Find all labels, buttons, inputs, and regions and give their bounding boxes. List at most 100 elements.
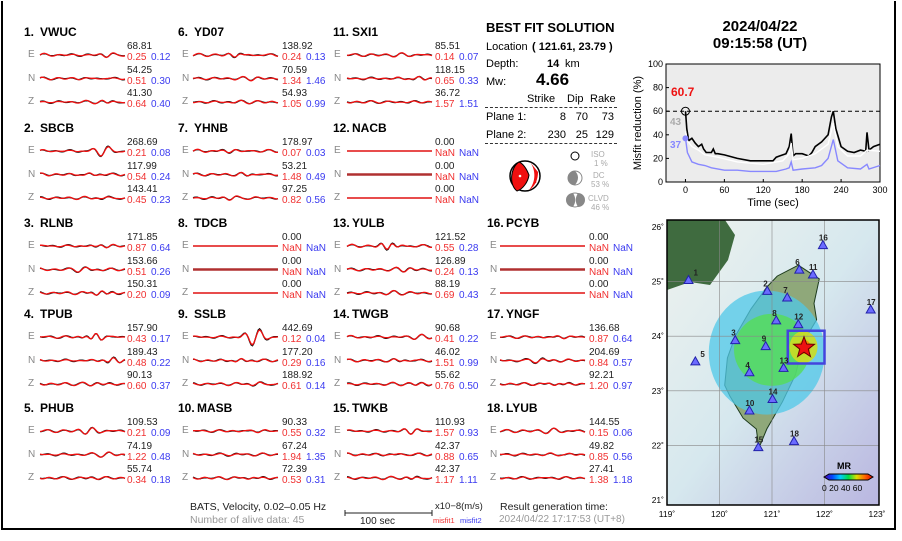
component-label: Z [334,96,341,107]
waveform-trace [39,195,126,201]
waveform-trace [39,290,126,296]
component-label: E [334,145,341,156]
table-divider [485,107,617,108]
misfit1-value: 0.85 [589,451,609,463]
synthetic-waveform [346,242,433,250]
waveform-trace [192,475,279,481]
synthetic-waveform [192,329,279,346]
misfit2-value: 0.56 [306,195,326,206]
misfit2-value: 0.50 [459,381,479,392]
component-label: E [490,425,497,436]
synthetic-waveform [346,428,433,436]
depth-label: Depth: [486,58,519,70]
misfit2-value: 1.46 [306,75,326,87]
component-label: E [334,240,341,251]
misfit2-value: NaN [306,266,327,278]
amplitude-value: 46.02 [435,346,461,358]
epicenter-star-icon [792,335,816,358]
station-triangle-icon [760,340,772,351]
amplitude-value: 90.33 [282,417,308,428]
component-label: N [28,354,36,366]
component-label: E [182,331,189,342]
colorbar-ticks: 0 20 40 60 [822,483,862,493]
amplitude-value: 143.41 [127,184,158,195]
synthetic-waveform [346,52,433,58]
waveform-trace [346,452,433,457]
station-number: 15. [333,401,350,415]
longitude-label: 119˚ [659,509,676,519]
amplitude-value: 110.93 [435,417,465,428]
misfit2-value: 0.04 [306,334,326,345]
latitude-label: 22˚ [652,440,664,450]
station-map-label: 9 [762,335,767,344]
station-triangle-icon [689,355,701,366]
dc-icon [567,170,583,186]
dc-label: DC [593,171,605,180]
synthetic-waveform [346,266,433,273]
component-label: N [334,354,342,366]
component-label: Z [28,96,35,107]
waveform-trace [39,332,126,341]
station-map-label: 10 [745,399,754,408]
amplitude-value: 0.00 [435,137,455,148]
misfit1-value: 0.43 [127,334,147,345]
station-number: 14. [333,307,350,321]
misfit1-value: 1.57 [435,428,455,439]
synthetic-waveform [192,357,279,363]
waveform-trace [192,148,279,154]
station-map-label: 18 [790,430,799,439]
synthetic-waveform [346,75,433,81]
synthetic-waveform [40,172,126,177]
synthetic-waveform [39,451,126,458]
synthetic-waveform [346,358,433,363]
amplitude-value: 42.37 [435,464,461,475]
misfit2-value: NaN [613,243,634,254]
station-triangle-icon [752,441,764,452]
station-map-label: 13 [780,356,789,365]
misfit1-value: 0.14 [435,52,455,63]
component-label: Z [334,378,341,389]
amplitude-value: 41.30 [127,88,153,99]
latitude-label: 23˚ [652,386,664,396]
station-number: 1. [24,25,35,39]
synthetic-waveform [39,356,126,364]
station-number: 3. [24,216,35,230]
component-label: Z [490,378,497,389]
component-label: E [28,49,35,60]
station-number: 9. [178,307,189,321]
station-number: 8. [178,216,189,230]
misfit2-value: 0.08 [151,148,171,159]
misfit1-value: 0.87 [127,243,147,254]
station-map-label: 4 [745,361,750,370]
synthetic-waveform [193,429,278,434]
amplitude-value: 109.53 [127,417,158,428]
misfit2-value: 0.22 [459,334,479,345]
component-label: Z [334,287,341,298]
misfit2-value: 0.64 [613,334,633,345]
synthetic-waveform [192,476,279,481]
station-map-label: 2 [763,279,768,288]
synthetic-waveform [192,195,278,201]
longitude-label: 121˚ [763,509,780,519]
report-frame [1,1,896,530]
misfit2-value: 0.48 [151,451,171,463]
station-name: TPUB [40,307,73,321]
amplitude-value: 117.99 [127,160,157,172]
misfit1-value: 1.48 [282,171,302,183]
amplitude-value: 0.00 [589,255,609,267]
misfit1-value: 0.21 [127,428,147,439]
station-triangle-icon [729,334,741,345]
misfit2-value: 0.97 [613,381,633,392]
amplitude-value: 138.92 [282,41,313,52]
amplitude-value: 90.68 [435,323,461,334]
plane2-label: Plane 2: [486,129,527,141]
amplitude-value: 54.25 [127,64,153,76]
waveform-trace [39,426,126,435]
misfit2-value: 0.64 [151,243,171,254]
waveform-trace [192,327,279,347]
misfit2-value: 0.22 [151,357,171,369]
waveform-trace [192,75,279,82]
misfit2-value: 0.13 [459,266,479,278]
amplitude-value: 70.59 [282,64,308,76]
waveform-trace [499,427,586,435]
